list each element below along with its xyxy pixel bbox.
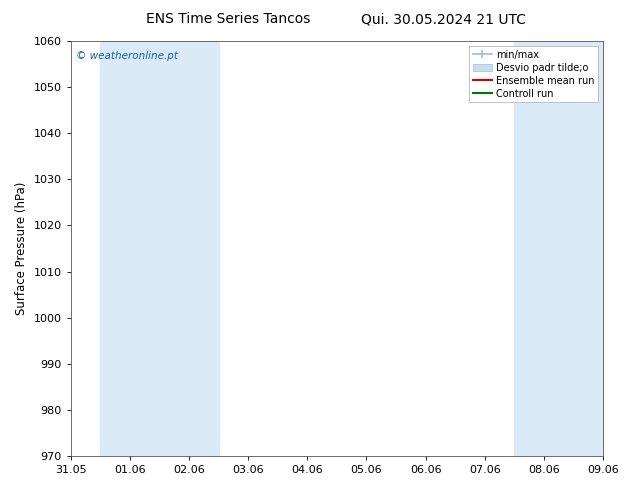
- Text: Qui. 30.05.2024 21 UTC: Qui. 30.05.2024 21 UTC: [361, 12, 526, 26]
- Text: ENS Time Series Tancos: ENS Time Series Tancos: [146, 12, 311, 26]
- Bar: [514, 41, 603, 456]
- Legend: min/max, Desvio padr tilde;o, Ensemble mean run, Controll run: min/max, Desvio padr tilde;o, Ensemble m…: [469, 46, 598, 102]
- Y-axis label: Surface Pressure (hPa): Surface Pressure (hPa): [15, 182, 28, 315]
- Bar: [100, 41, 219, 456]
- Text: © weatheronline.pt: © weatheronline.pt: [76, 51, 178, 61]
